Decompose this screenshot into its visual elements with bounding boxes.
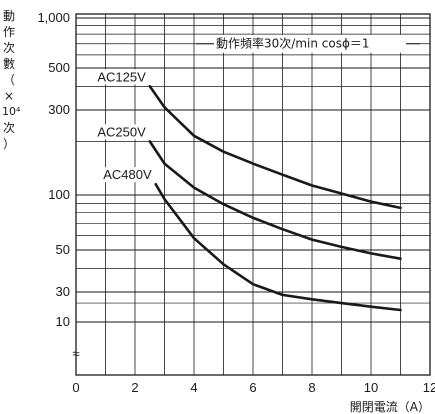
y-axis-label-char: × bbox=[3, 89, 15, 103]
y-tick-30: 30 bbox=[56, 284, 70, 299]
x-tick-8: 8 bbox=[308, 380, 315, 395]
y-axis-label-char: 數 bbox=[2, 57, 15, 71]
series-line-ac480v bbox=[154, 182, 402, 312]
y-axis-label-char: 作 bbox=[2, 25, 15, 39]
series-label-ac250v: AC250V bbox=[97, 124, 146, 139]
x-tick-labels: 0 2 4 6 8 10 12 bbox=[72, 380, 435, 395]
axis-break-mark: ≈ bbox=[72, 346, 79, 361]
x-tick-4: 4 bbox=[190, 380, 197, 395]
y-tick-100: 100 bbox=[48, 187, 70, 202]
annotation-text: 動作頻率30次/min cosϕ＝1 bbox=[216, 36, 370, 51]
series-labels: AC125V AC250V AC480V bbox=[85, 69, 156, 183]
y-axis-label-char: 動 bbox=[2, 9, 15, 23]
y-axis-label-char: （ bbox=[2, 73, 15, 87]
y-tick-1000: 1,000 bbox=[37, 10, 70, 25]
y-axis-label-char: 次 bbox=[2, 41, 15, 55]
series-line-ac125v bbox=[148, 85, 402, 210]
x-tick-0: 0 bbox=[72, 380, 79, 395]
series-label-ac480v: AC480V bbox=[103, 167, 152, 182]
y-tick-300: 300 bbox=[48, 102, 70, 117]
plot-border bbox=[75, 13, 431, 376]
y-tick-500: 500 bbox=[48, 60, 70, 75]
x-tick-6: 6 bbox=[249, 380, 256, 395]
x-tick-10: 10 bbox=[364, 380, 378, 395]
y-tick-labels: 10 30 50 100 300 500 1,000 bbox=[37, 10, 70, 329]
y-axis-label: 動作次數（× 10⁴ 次） bbox=[2, 8, 21, 152]
y-tick-10: 10 bbox=[56, 314, 70, 329]
series-line-ac250v bbox=[148, 140, 402, 260]
annotation-group: 動作頻率30次/min cosϕ＝1 bbox=[196, 34, 420, 53]
series-lines bbox=[148, 85, 402, 312]
y-tick-50: 50 bbox=[56, 242, 70, 257]
plot-frame bbox=[75, 13, 431, 376]
series-label-ac125v: AC125V bbox=[97, 69, 146, 84]
grid bbox=[76, 14, 430, 375]
y-axis-label-char: 次 bbox=[2, 121, 15, 135]
x-tick-2: 2 bbox=[131, 380, 138, 395]
x-axis-label: 開閉電流（A） bbox=[350, 400, 430, 414]
x-tick-12: 12 bbox=[423, 380, 435, 395]
y-axis-label-char: ） bbox=[2, 137, 15, 151]
y-axis-label-char: 10⁴ bbox=[2, 105, 21, 118]
